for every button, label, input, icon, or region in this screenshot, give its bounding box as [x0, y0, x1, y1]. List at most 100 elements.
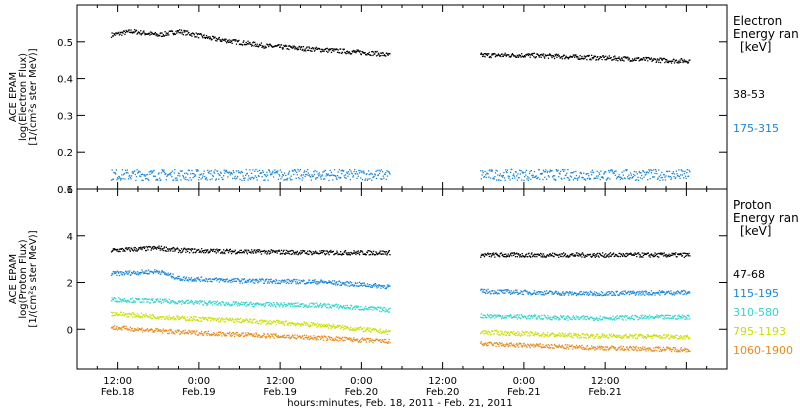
data-point	[684, 61, 686, 63]
data-point	[228, 39, 230, 41]
data-point	[362, 172, 364, 174]
data-point	[673, 58, 675, 60]
data-point	[677, 317, 679, 319]
data-point	[521, 291, 523, 293]
data-point	[149, 314, 151, 316]
data-point	[652, 334, 654, 337]
data-point	[230, 279, 233, 281]
data-point	[190, 34, 192, 36]
data-point	[344, 250, 347, 252]
data-point	[344, 325, 347, 327]
data-point	[200, 317, 202, 319]
data-point	[165, 32, 167, 34]
data-point	[167, 317, 169, 319]
data-point	[639, 290, 641, 292]
data-point	[488, 169, 490, 172]
data-point	[583, 58, 585, 60]
data-point	[209, 251, 211, 254]
data-point	[663, 174, 665, 176]
data-point	[164, 318, 166, 320]
data-point	[490, 292, 492, 295]
data-point	[650, 335, 653, 337]
data-point	[221, 176, 223, 179]
data-point	[160, 172, 163, 174]
data-point	[562, 333, 564, 335]
data-point	[683, 335, 685, 337]
data-point	[563, 170, 565, 173]
data-point	[162, 271, 164, 273]
data-point	[545, 255, 548, 257]
data-point	[595, 58, 598, 61]
data-point	[129, 176, 131, 179]
data-point	[605, 179, 607, 181]
data-point	[254, 304, 256, 306]
data-point	[580, 294, 582, 296]
data-point	[538, 333, 540, 335]
data-point	[524, 256, 526, 258]
data-point	[639, 292, 642, 294]
data-point	[661, 336, 663, 338]
data-point	[604, 336, 606, 339]
data-point	[605, 293, 607, 295]
data-point	[368, 254, 370, 256]
data-point	[689, 59, 691, 61]
data-point	[521, 253, 523, 255]
data-point	[158, 300, 160, 302]
data-point	[587, 291, 589, 294]
data-point	[350, 305, 353, 307]
data-point	[681, 317, 683, 319]
data-point	[654, 316, 656, 318]
data-point	[177, 275, 179, 278]
data-point	[384, 311, 386, 313]
data-point	[315, 46, 317, 48]
data-point	[654, 172, 656, 175]
data-point	[602, 55, 604, 57]
data-point	[151, 247, 153, 249]
data-point	[302, 323, 304, 325]
data-point	[238, 252, 241, 254]
data-point	[307, 169, 309, 171]
data-point	[225, 38, 227, 40]
data-point	[663, 334, 665, 336]
data-point	[502, 333, 504, 335]
data-point	[602, 334, 604, 337]
data-point	[681, 59, 684, 62]
data-point	[596, 292, 598, 295]
data-point	[352, 176, 354, 178]
data-point	[190, 250, 192, 252]
data-point	[219, 321, 221, 323]
data-point	[578, 337, 581, 339]
data-point	[689, 337, 691, 339]
data-point	[190, 277, 192, 279]
data-point	[640, 294, 642, 296]
data-point	[330, 51, 333, 53]
data-point	[380, 306, 382, 308]
data-point	[301, 174, 303, 176]
data-point	[549, 54, 551, 56]
data-point	[502, 315, 504, 317]
data-point	[576, 178, 578, 180]
data-point	[138, 170, 140, 172]
data-point	[263, 282, 266, 284]
data-point	[207, 36, 209, 38]
data-point	[209, 36, 211, 38]
data-point	[326, 173, 328, 175]
data-point	[215, 277, 217, 279]
data-point	[526, 318, 528, 320]
data-point	[510, 253, 512, 255]
data-point	[159, 271, 161, 273]
data-point	[651, 169, 653, 172]
data-point	[271, 173, 273, 176]
data-point	[287, 252, 289, 254]
data-point	[595, 316, 598, 319]
data-point	[589, 290, 592, 292]
data-point	[614, 336, 617, 338]
data-point	[308, 305, 310, 307]
data-point	[198, 301, 200, 303]
data-point	[250, 252, 252, 254]
data-point	[379, 307, 381, 309]
data-point	[186, 248, 188, 250]
data-point	[151, 31, 153, 34]
data-point	[123, 172, 125, 175]
data-point	[171, 170, 174, 172]
